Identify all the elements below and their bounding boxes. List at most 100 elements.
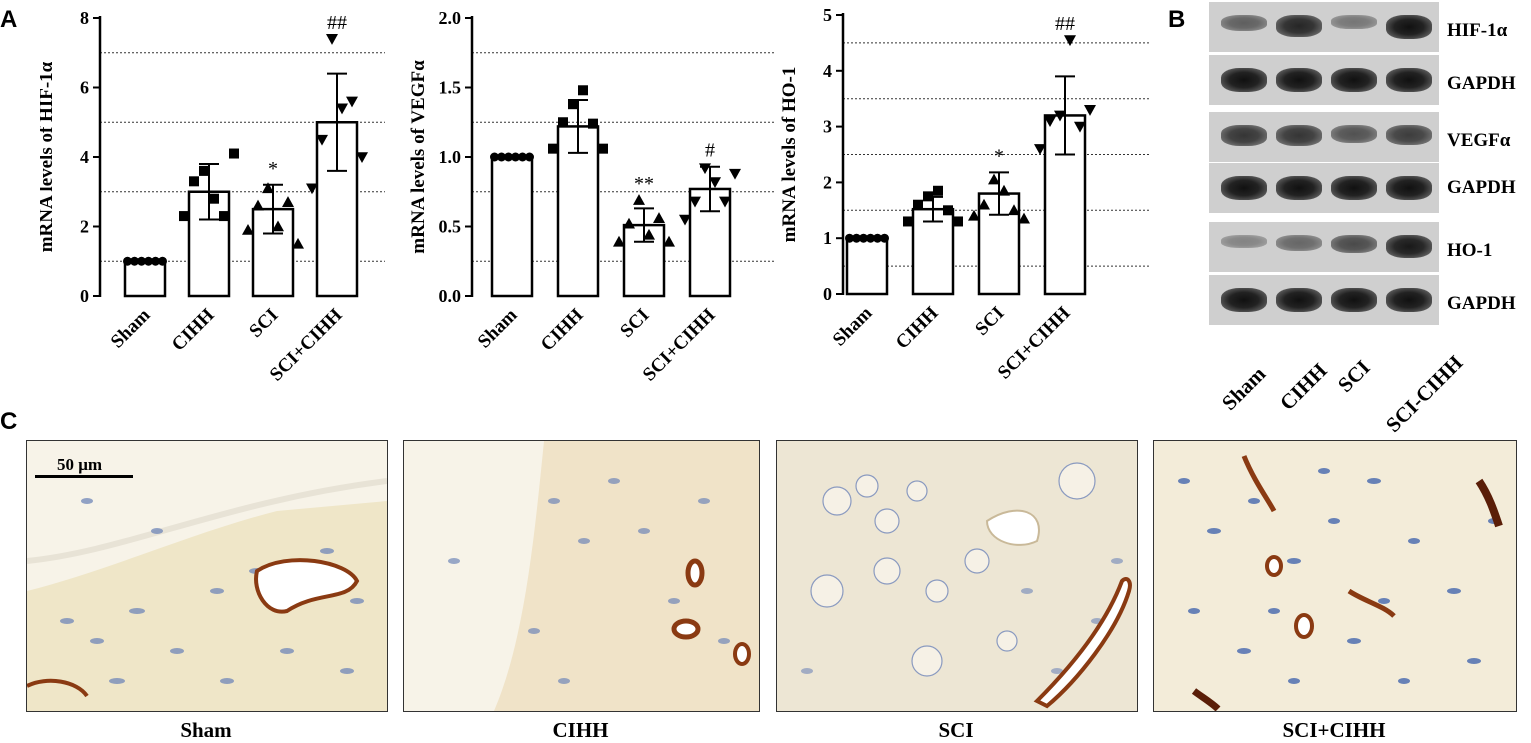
y-tick-label: 1 [823,228,832,248]
data-point [719,196,731,208]
data-point [518,152,527,162]
data-point [490,152,499,162]
significance-label: ## [1055,13,1075,35]
y-tick-label: 4 [80,147,89,167]
data-point [943,205,953,216]
data-point [130,256,139,266]
blot-band [1331,68,1377,92]
y-tick-label: 6 [80,78,89,98]
data-point [859,233,868,243]
blot-band [1221,176,1267,200]
data-point [326,34,338,45]
data-point [709,177,721,189]
data-point [953,216,963,227]
y-tick-label: 1.5 [439,78,462,98]
lane-label-cihh: CIHH [1275,358,1332,415]
y-tick-label: 0.5 [439,217,462,237]
data-point [988,173,1000,185]
blot-label-gapdh-3: GAPDH [1447,293,1516,314]
category-label: SCI [971,303,1008,340]
data-point [1054,110,1066,122]
data-point [558,117,568,128]
micrograph-label-sham: Sham [180,718,232,742]
data-point [933,185,943,196]
micrograph-sci-cihh [1153,440,1517,712]
y-tick-label: 1.0 [439,147,462,167]
panel-letter-a: A [0,6,18,33]
y-tick-label: 2 [823,172,832,192]
data-point [968,209,980,221]
bar-cihh [187,190,231,298]
data-point [252,199,264,211]
blot-band [1386,235,1432,258]
bar-sham [490,155,534,298]
micrograph-cihh-image [404,441,759,711]
data-point [1008,204,1020,216]
y-axis-label: mRNA levels of HO-1 [779,67,800,243]
category-label: Sham [474,305,522,353]
blot-label-ho1: HO-1 [1447,240,1493,261]
lane-label-sci: SCI [1333,355,1375,397]
bar-sci-cihh [315,121,359,298]
data-point [1064,35,1076,47]
data-point [679,214,691,226]
blot-band [1276,235,1322,251]
blot-band [1221,125,1267,146]
data-point [729,168,741,180]
blot-band [1386,68,1432,92]
data-point [229,148,239,159]
panel-letter-c: C [0,408,18,435]
data-point [548,143,558,154]
blot-band [1221,235,1267,248]
data-point [189,176,199,187]
significance-label: # [705,140,715,162]
y-axis-label: mRNA levels of VEGFα [408,60,429,254]
data-point [158,256,167,266]
data-point [1018,212,1030,224]
micrograph-sci [776,440,1138,712]
micrograph-label-sci-cihh: SCI+CIHH [1282,718,1386,742]
data-point [282,196,294,207]
data-point [998,184,1010,196]
bar-cihh [911,207,955,296]
data-point [903,216,913,227]
data-point [689,196,701,208]
lane-label-sci-cihh: SCI-CIHH [1381,350,1468,437]
data-point [292,237,304,249]
significance-label: * [268,158,278,180]
data-point [1084,105,1096,116]
lane-label-sham: Sham [1217,361,1271,415]
y-tick-label: 8 [80,8,89,28]
data-point [845,233,854,243]
blot-band [1221,288,1267,312]
bar-sci [622,223,666,298]
blot-label-gapdh-1: GAPDH [1447,73,1516,94]
category-label: CIHH [892,303,943,354]
blot-label-gapdh-2: GAPDH [1447,177,1516,198]
data-point [209,193,219,204]
blot-band [1276,176,1322,200]
data-point [316,134,328,146]
blot-band [1331,15,1377,29]
micrograph-cihh [403,440,760,712]
data-point [653,212,665,223]
blot-band [1221,68,1267,92]
data-point [1074,121,1086,133]
significance-label: * [994,145,1004,167]
blot-band [1386,288,1432,312]
data-point [852,233,861,243]
data-point [306,183,318,195]
data-point [598,143,608,154]
y-tick-label: 0 [80,286,89,306]
micrograph-sham-image [27,441,387,711]
data-point [568,99,578,110]
bar-sham [123,260,167,298]
y-tick-label: 4 [823,61,832,81]
data-point [1044,116,1056,128]
blot-band [1331,235,1377,253]
data-point [1034,144,1046,155]
blot-band [1331,288,1377,312]
blot-band [1276,125,1322,146]
scale-bar: 50 μm [35,453,133,478]
data-point [219,211,229,222]
